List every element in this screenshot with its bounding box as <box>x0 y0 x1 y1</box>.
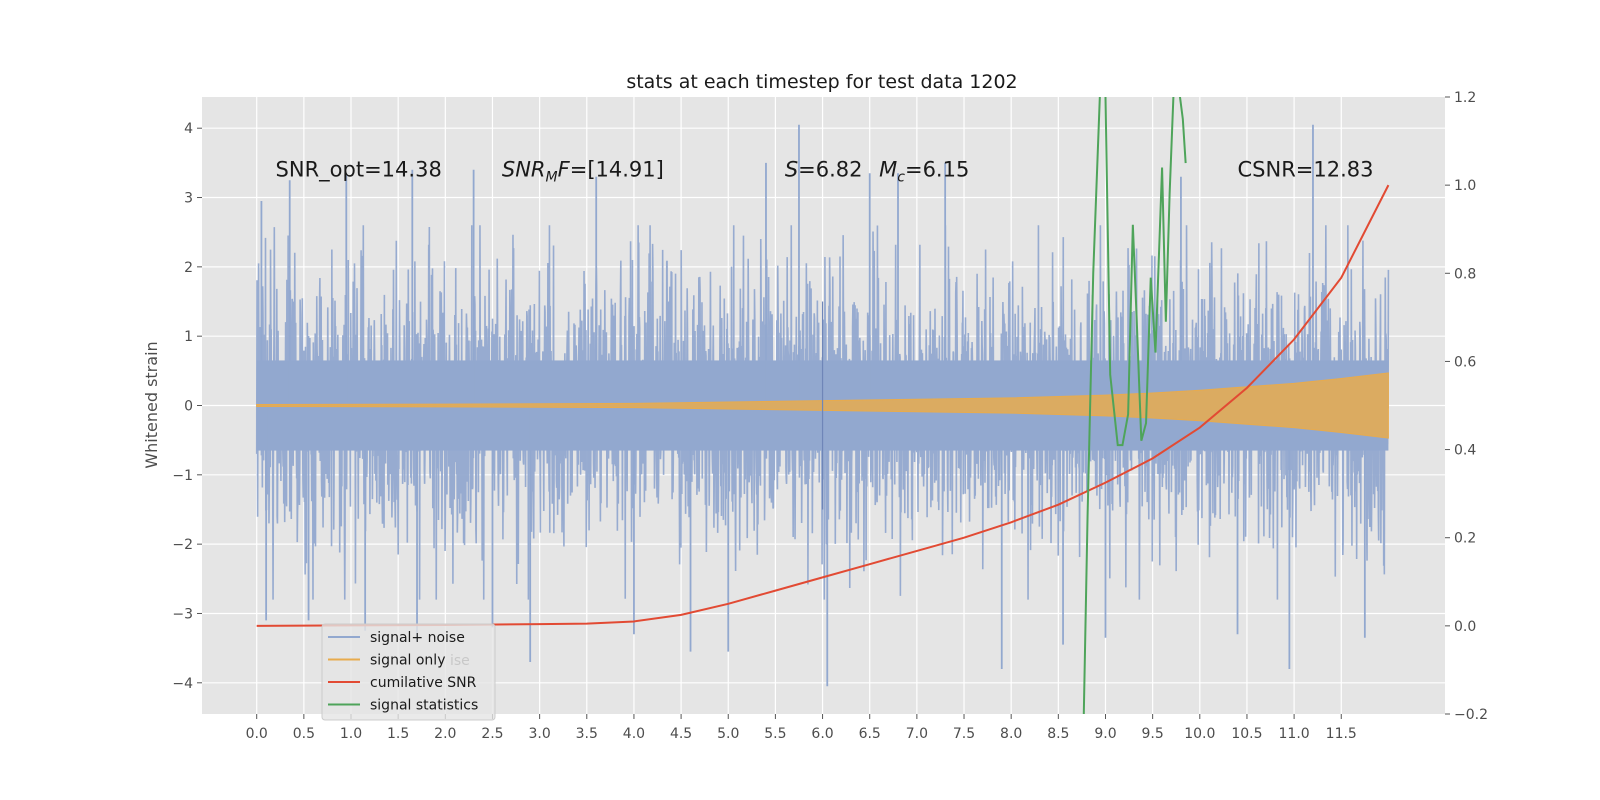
stat-annotation: Mc=6.15 <box>879 158 969 186</box>
x-tick-label: 5.5 <box>764 726 786 742</box>
x-tick-label: 11.0 <box>1279 726 1310 742</box>
stat-annotation: S=6.82 <box>785 158 863 182</box>
y-tick-label: −4 <box>172 676 193 692</box>
x-tick-label: 1.5 <box>387 726 409 742</box>
x-tick-label: 3.0 <box>528 726 550 742</box>
x-tick-label: 6.5 <box>859 726 881 742</box>
y-tick-label: 0 <box>184 399 193 415</box>
y2-tick-label: −0.2 <box>1454 707 1488 723</box>
x-tick-label: 9.0 <box>1094 726 1116 742</box>
legend: ise signal+ noise signal only cumilative SN… <box>321 623 496 721</box>
x-tick-label: 7.5 <box>953 726 975 742</box>
chart-title: stats at each timestep for test data 120… <box>626 71 1017 93</box>
x-tick-label: 2.5 <box>481 726 503 742</box>
x-tick-label: 10.0 <box>1184 726 1215 742</box>
x-tick-label: 0.5 <box>293 726 315 742</box>
legend-entry-label: signal only <box>370 653 445 669</box>
legend-entry-label: signal statistics <box>370 698 478 714</box>
x-tick-label: 4.5 <box>670 726 692 742</box>
annotations: SNR_opt=14.38 SNRMF=[14.91] S=6.82 Mc=6.15 C… <box>276 158 1374 186</box>
y-tick-label: 4 <box>184 121 193 137</box>
x-tick-label: 11.5 <box>1326 726 1357 742</box>
x-tick-label: 2.0 <box>434 726 456 742</box>
y-tick-label: 1 <box>184 329 193 345</box>
legend-box <box>321 623 496 721</box>
y-axis-label: Whitened strain <box>142 341 161 468</box>
y2-tick-label: 0.6 <box>1454 354 1476 370</box>
x-tick-label: 9.5 <box>1142 726 1164 742</box>
y-tick-label: 2 <box>184 260 193 276</box>
y2-tick-label: 0.0 <box>1454 619 1476 635</box>
y-tick-label: −1 <box>172 468 193 484</box>
x-tick-label: 4.0 <box>623 726 645 742</box>
legend-entry-label: cumilative SNR <box>370 675 477 691</box>
y2-tick-label: 0.2 <box>1454 531 1476 547</box>
data-layer <box>255 97 1390 714</box>
axes: 0.0 0.5 1.0 1.5 2.0 2.5 3.0 3.5 4.0 4.5 5.0 5.5 6.0 6… <box>172 90 1488 742</box>
stat-annotation: CSNR=12.83 <box>1238 158 1374 182</box>
series-line-cumulative-snr <box>256 184 1390 627</box>
legend-ghost-text: ise <box>450 653 470 669</box>
x-tick-label: 5.0 <box>717 726 739 742</box>
stat-annotation: SNR_opt=14.38 <box>276 158 442 183</box>
x-tick-label: 0.0 <box>246 726 268 742</box>
y2-tick-label: 1.2 <box>1454 90 1476 106</box>
y2-tick-label: 0.8 <box>1454 266 1476 282</box>
y-tick-label: 3 <box>184 191 193 207</box>
y2-tick-label: 0.4 <box>1454 443 1476 459</box>
y-tick-label: −2 <box>172 537 193 553</box>
x-tick-label: 1.0 <box>340 726 362 742</box>
x-tick-label: 8.5 <box>1047 726 1069 742</box>
y2-tick-label: 1.0 <box>1454 178 1476 194</box>
x-tick-label: 6.0 <box>811 726 833 742</box>
x-tick-label: 10.5 <box>1231 726 1262 742</box>
y-tick-label: −3 <box>172 606 193 622</box>
stat-annotation: SNRMF=[14.91] <box>502 158 664 186</box>
x-tick-label: 3.5 <box>576 726 598 742</box>
x-tick-label: 7.0 <box>906 726 928 742</box>
series-line-signal-statistics <box>1082 97 1187 714</box>
x-tick-label: 8.0 <box>1000 726 1022 742</box>
legend-entry-label: signal+ noise <box>370 630 465 646</box>
